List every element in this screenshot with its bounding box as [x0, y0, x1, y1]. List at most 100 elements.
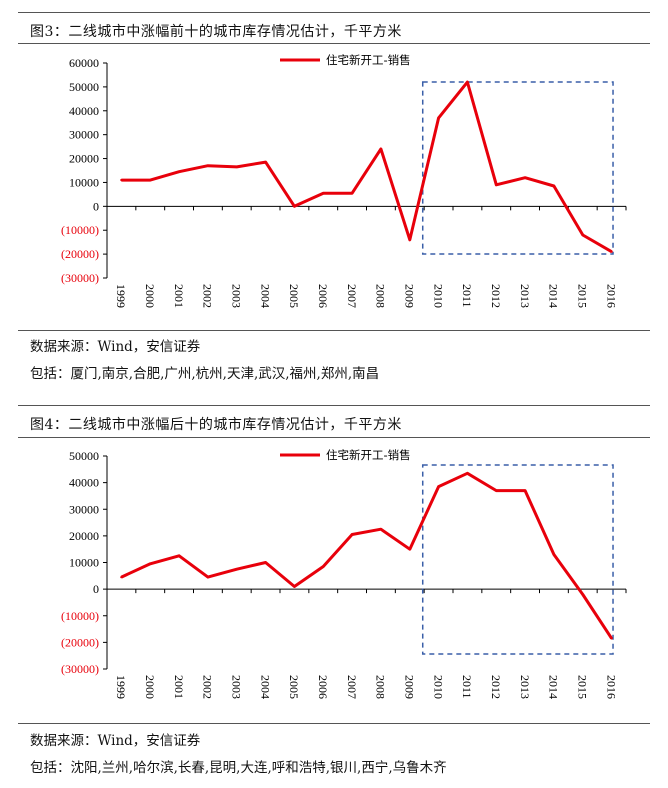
chart1-x-tick-label: 2015 — [576, 284, 590, 308]
chart2-x-tick-label: 2000 — [143, 675, 157, 699]
chart1-x-tick-label: 2003 — [230, 284, 244, 308]
chart2-title-rule — [18, 437, 650, 438]
chart2-data-point — [552, 553, 556, 556]
chart2-x-tick-label: 2004 — [258, 675, 272, 699]
chart1-y-tick-label: (10000) — [61, 223, 99, 237]
chart1-y-tick-label: 30000 — [69, 128, 99, 142]
chart1-y-tick-label: 0 — [93, 199, 99, 213]
chart2-data-point — [149, 562, 152, 566]
chart2-x-tick-label: 2005 — [287, 675, 301, 699]
chart2-x-tick-label: 1999 — [114, 675, 128, 699]
chart2-data-point — [610, 637, 613, 640]
chart1-x-tick-label: 2016 — [604, 284, 618, 308]
chart1-data-point — [610, 250, 613, 253]
chart1-data-point — [264, 160, 267, 164]
chart1-data-point — [466, 80, 469, 84]
chart1-x-tick-label: 2007 — [345, 284, 359, 308]
chart2-series-line — [120, 471, 613, 640]
chart1-bottom-rule — [18, 330, 650, 331]
chart2-x-tick-label: 2011 — [460, 675, 474, 699]
chart2-y-tick-label: 0 — [93, 582, 99, 596]
chart2-y-tick-label: 10000 — [69, 556, 99, 570]
chart1-data-point — [350, 191, 354, 195]
chart2-x-tick-label: 2009 — [403, 675, 417, 699]
chart1-data-point — [322, 191, 325, 195]
chart2-y-tick-label: 30000 — [69, 502, 99, 516]
chart1-y-tick-label: 40000 — [69, 104, 99, 118]
chart1-source: 数据来源：Wind，安信证券 — [30, 339, 201, 355]
chart2-x-tick-label: 2012 — [489, 675, 503, 699]
chart1-y-tick-label: 50000 — [69, 80, 99, 94]
chart2-y-tick-label: (30000) — [61, 662, 99, 676]
chart1-x-tick-label: 2014 — [547, 284, 561, 308]
chart2-data-point — [235, 567, 238, 571]
chart1-plot: 60000 50000 40000 30000 20000 10000 0 (10000) (2… — [61, 53, 627, 308]
chart2-data-point — [523, 489, 527, 492]
chart2-data-point — [177, 554, 181, 558]
chart2-x-tick-label: 2016 — [604, 675, 618, 699]
chart2-data-point — [206, 575, 210, 579]
chart2-bottom-rule — [18, 723, 650, 724]
chart2-data-point — [379, 528, 383, 531]
chart2-data-point — [437, 485, 440, 488]
chart1-x-tick-label: 2012 — [489, 284, 503, 308]
chart1-title: 图3：二线城市中涨幅前十的城市库存情况估计，千平方米 — [30, 24, 402, 40]
chart1-y-tick-label: 20000 — [69, 152, 99, 166]
chart1-top-rule — [18, 12, 650, 13]
chart1-y-tick-label: 10000 — [69, 175, 99, 189]
chart2-data-point — [495, 489, 498, 492]
chart1-highlight-box — [421, 81, 614, 255]
chart2-plot: 50000 40000 30000 20000 10000 0 (10000) (20000)… — [61, 448, 627, 699]
chart2-data-point — [293, 585, 296, 588]
chart1-data-point — [379, 147, 383, 151]
chart1-x-tick-label: 2004 — [258, 284, 272, 308]
chart2-y-tick-label: 20000 — [69, 529, 99, 543]
chart1-data-point — [408, 238, 411, 241]
chart1-legend-label: 住宅新开工-销售 — [326, 53, 411, 67]
chart1-data-point — [437, 116, 440, 120]
chart2-cities: 包括：沈阳,兰州,哈尔滨,长春,昆明,大连,呼和浩特,银川,西宁,乌鲁木齐 — [30, 760, 447, 776]
chart2-top-rule — [18, 405, 650, 406]
chart2-y-tick-label: (10000) — [61, 609, 99, 623]
chart2-x-tick-label: 2013 — [518, 675, 532, 699]
chart2-x-tick-label: 2008 — [374, 675, 388, 699]
chart1-x-tick-label: 2001 — [172, 284, 186, 308]
chart2-x-tick-label: 2007 — [345, 675, 359, 699]
chart2-x-tick-label: 2014 — [547, 675, 561, 699]
chart1-data-point — [552, 184, 556, 188]
chart1-data-point — [293, 205, 296, 208]
chart2-title: 图4：二线城市中涨幅后十的城市库存情况估计，千平方米 — [30, 417, 402, 433]
chart1-x-tick-label: 2006 — [316, 284, 330, 308]
chart1-data-point — [523, 176, 527, 179]
chart1-x-tick-label: 2009 — [403, 284, 417, 308]
chart2-data-point — [466, 472, 469, 475]
chart2-x-tick-label: 2001 — [172, 675, 186, 699]
chart1-x-tick-label: 2011 — [460, 284, 474, 308]
chart1-data-point — [120, 178, 123, 182]
chart2-x-tick-label: 2002 — [201, 675, 215, 699]
chart2-data-point — [350, 533, 354, 536]
chart2-data-point — [264, 561, 267, 564]
chart2-data-point — [322, 565, 325, 568]
chart1-x-tick-label: 2000 — [143, 284, 157, 308]
chart1-x-tick-label: 1999 — [114, 284, 128, 308]
chart1-x-tick-label: 2002 — [201, 284, 215, 308]
chart1-x-tick-label: 2010 — [431, 284, 445, 308]
chart2-data-point — [120, 575, 123, 579]
chart1-cities: 包括：厦门,南京,合肥,广州,杭州,天津,武汉,福州,郑州,南昌 — [30, 366, 380, 382]
chart1-data-point — [206, 164, 210, 167]
chart1-y-tick-label: (20000) — [61, 247, 99, 261]
chart1-y-tick-label: (30000) — [61, 271, 99, 285]
chart2-y-tick-label: 50000 — [69, 449, 99, 463]
chart2-x-tick-label: 2006 — [316, 675, 330, 699]
chart2-x-tick-label: 2010 — [431, 675, 445, 699]
chart1-x-tick-label: 2008 — [374, 284, 388, 308]
chart2-x-tick-label: 2003 — [230, 675, 244, 699]
chart1-data-point — [495, 183, 498, 187]
chart2-source: 数据来源：Wind，安信证券 — [30, 733, 201, 749]
chart2-legend-label: 住宅新开工-销售 — [326, 448, 411, 462]
chart1-y-tick-label: 60000 — [69, 56, 99, 70]
chart2-x-tick-label: 2015 — [576, 675, 590, 699]
chart2-highlight-box — [421, 464, 614, 655]
chart1-x-tick-label: 2013 — [518, 284, 532, 308]
